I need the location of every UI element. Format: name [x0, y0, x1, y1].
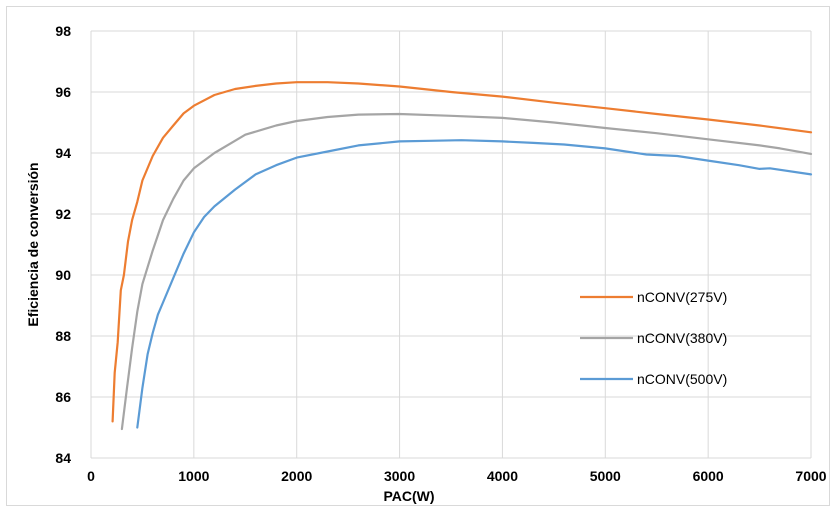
chart-frame: 84 86 88 90 92 94 96 98 0 1000 2000 3000 4000 5000 60… — [6, 6, 830, 506]
y-tick-label: 86 — [55, 389, 71, 405]
line-chart: 84 86 88 90 92 94 96 98 0 1000 2000 3000 4000 5000 60… — [25, 23, 827, 504]
series-line-2 — [120, 112, 813, 431]
x-tick-label: 7000 — [795, 468, 826, 484]
legend-label: nCONV(275V) — [637, 289, 727, 305]
y-axis-label: Eficiencia de conversión — [25, 162, 41, 326]
x-axis-label: PAC(W) — [383, 488, 434, 504]
x-tick-label: 5000 — [590, 468, 621, 484]
y-tick-label: 96 — [55, 84, 71, 100]
y-tick-label: 98 — [55, 23, 71, 39]
x-tick-label: 6000 — [693, 468, 724, 484]
gridlines — [90, 30, 812, 459]
x-tick-label: 4000 — [487, 468, 518, 484]
x-tick-label: 2000 — [281, 468, 312, 484]
legend-label: nCONV(380V) — [637, 330, 727, 346]
y-axis-ticks: 84 86 88 90 92 94 96 98 — [55, 23, 71, 466]
y-tick-label: 88 — [55, 328, 71, 344]
series-line-3 — [136, 139, 813, 429]
x-tick-label: 1000 — [178, 468, 209, 484]
y-tick-label: 92 — [55, 206, 71, 222]
y-tick-label: 84 — [55, 450, 71, 466]
x-tick-label: 3000 — [384, 468, 415, 484]
legend-label: nCONV(500V) — [637, 371, 727, 387]
series-line-1 — [111, 81, 813, 423]
x-tick-label: 0 — [87, 468, 95, 484]
series-lines — [111, 81, 813, 431]
x-axis-ticks: 0 1000 2000 3000 4000 5000 6000 7000 — [87, 468, 827, 484]
y-tick-label: 90 — [55, 267, 71, 283]
y-tick-label: 94 — [55, 145, 71, 161]
legend: nCONV(275V) nCONV(380V) nCONV(500V) — [580, 289, 727, 387]
